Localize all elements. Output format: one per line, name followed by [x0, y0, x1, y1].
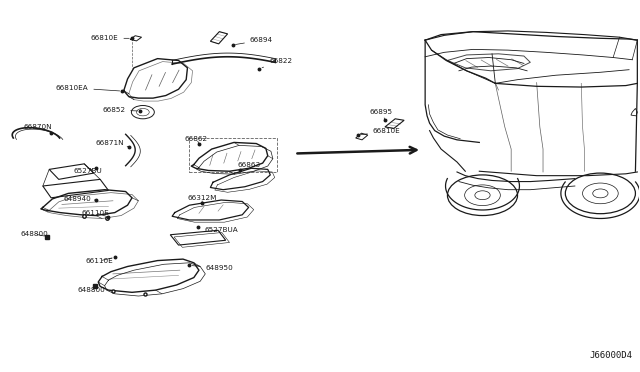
- Text: J66000D4: J66000D4: [589, 351, 632, 360]
- Text: 66863: 66863: [237, 161, 260, 170]
- Text: 648940: 648940: [64, 196, 96, 202]
- Text: 66895: 66895: [370, 109, 393, 119]
- Text: 648950: 648950: [192, 265, 233, 271]
- Text: 66810E: 66810E: [91, 35, 129, 41]
- Text: 6527BUA: 6527BUA: [198, 227, 238, 233]
- Text: 66894: 66894: [236, 37, 273, 45]
- Text: 66852: 66852: [102, 107, 138, 113]
- Text: 66110E: 66110E: [81, 209, 109, 216]
- Text: 66810EA: 66810EA: [56, 85, 120, 91]
- Text: 66312M: 66312M: [188, 195, 217, 203]
- Text: 6527BU: 6527BU: [74, 168, 102, 174]
- Text: 66862: 66862: [185, 136, 208, 144]
- Text: 66871N: 66871N: [96, 140, 129, 147]
- Text: 66822: 66822: [262, 58, 292, 68]
- Text: 648800: 648800: [20, 231, 48, 237]
- Text: 648800: 648800: [78, 286, 106, 293]
- Text: 66870N: 66870N: [24, 124, 52, 133]
- Text: 66810E: 66810E: [361, 128, 401, 135]
- Text: 66110E: 66110E: [86, 258, 113, 264]
